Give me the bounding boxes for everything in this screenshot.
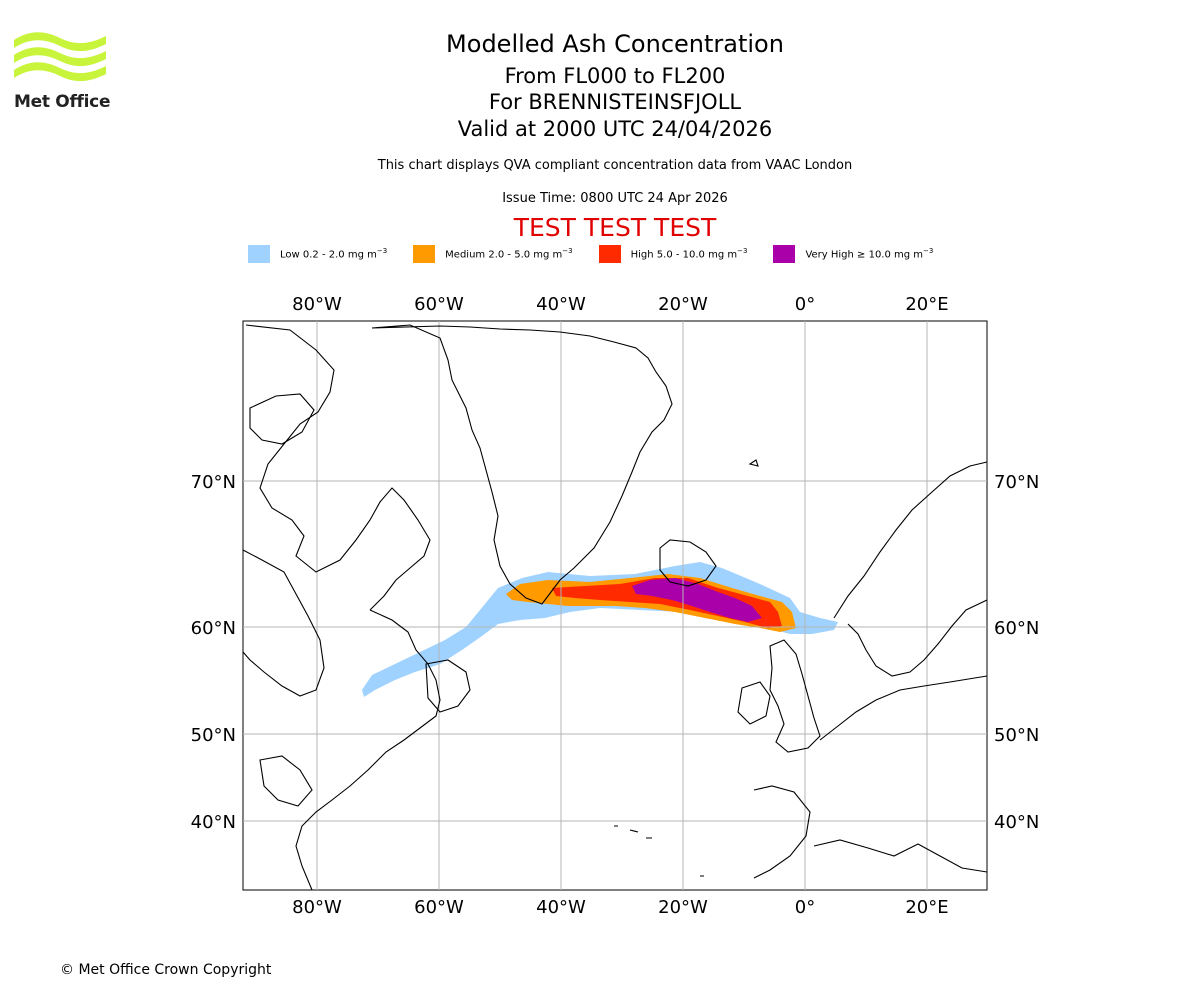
europe-coast	[753, 675, 988, 879]
logo-text: Met Office	[14, 92, 111, 112]
scandinavia-coast	[833, 461, 988, 677]
jan-mayen-coast	[748, 459, 759, 467]
coastlines	[242, 324, 988, 891]
compliance-note: This chart displays QVA compliant concen…	[377, 158, 853, 173]
issue-time: Issue Time: 0800 UTC 24 Apr 2026	[502, 191, 728, 206]
legend-item-low: Low 0.2 - 2.0 mg m−3	[248, 245, 387, 263]
legend-swatch-high	[598, 245, 621, 263]
legend-item-high: High 5.0 - 10.0 mg m−3	[598, 245, 748, 263]
lon-tick-bottom: 80°W	[292, 897, 342, 918]
valid-time: Valid at 2000 UTC 24/04/2026	[457, 117, 773, 141]
legend-label-medium: Medium 2.0 - 5.0 mg m−3	[445, 247, 573, 261]
legend-label-high: High 5.0 - 10.0 mg m−3	[630, 247, 748, 261]
ash-plume	[362, 562, 838, 697]
volcano-name: For BRENNISTEINSFJOLL	[488, 90, 742, 114]
lon-tick-top: 60°W	[414, 294, 464, 315]
azores-coast	[614, 825, 704, 877]
legend-item-very-high: Very High ≥ 10.0 mg m−3	[773, 245, 933, 263]
lat-tick-left: 50°N	[191, 725, 236, 746]
mediterranean-coast	[813, 839, 988, 873]
newfoundland-coast	[425, 659, 471, 713]
lon-tick-top: 20°W	[658, 294, 708, 315]
legend-label-low: Low 0.2 - 2.0 mg m−3	[280, 247, 388, 261]
lat-tick-right: 60°N	[994, 618, 1039, 639]
lon-tick-top: 0°	[795, 294, 815, 315]
chart-title: Modelled Ash Concentration	[446, 30, 784, 58]
legend-swatch-low	[248, 245, 270, 263]
uk-coast	[769, 639, 821, 753]
iceland-coast	[659, 539, 717, 587]
ireland-coast	[737, 681, 771, 725]
legend-item-medium: Medium 2.0 - 5.0 mg m−3	[413, 245, 573, 263]
legend-swatch-medium	[413, 245, 436, 263]
lat-tick-right: 40°N	[994, 812, 1039, 833]
lat-tick-right: 70°N	[994, 472, 1039, 493]
greenland-coast	[371, 324, 673, 605]
labrador-coast	[295, 609, 441, 891]
lon-ticks: 80°W 60°W 40°W 20°W 0° 20°E 80°W 60°W 40…	[292, 294, 948, 918]
lat-ticks: 70°N 60°N 50°N 40°N 70°N 60°N 50°N 40°N	[191, 472, 1040, 833]
copyright-notice: © Met Office Crown Copyright	[60, 962, 272, 978]
lon-tick-top: 20°E	[905, 294, 948, 315]
graticule	[243, 321, 987, 890]
flight-level-range: From FL000 to FL200	[504, 64, 726, 88]
lon-tick-top: 80°W	[292, 294, 342, 315]
lat-tick-left: 40°N	[191, 812, 236, 833]
legend: Low 0.2 - 2.0 mg m−3 Medium 2.0 - 5.0 mg…	[248, 243, 959, 265]
ash-very-high-region	[632, 578, 762, 622]
baffin-coast	[245, 324, 431, 611]
legend-swatch-very-high	[773, 245, 796, 263]
lon-tick-bottom: 0°	[795, 897, 815, 918]
lat-tick-right: 50°N	[994, 725, 1039, 746]
test-banner: TEST TEST TEST	[513, 213, 717, 242]
lon-tick-bottom: 60°W	[414, 897, 464, 918]
met-office-logo-icon	[14, 32, 106, 82]
baffin-island-coast	[249, 393, 315, 445]
great-lakes-coast	[259, 755, 313, 807]
lat-tick-left: 60°N	[191, 618, 236, 639]
legend-label-very-high: Very High ≥ 10.0 mg m−3	[805, 247, 934, 261]
lon-tick-bottom: 40°W	[536, 897, 586, 918]
lat-tick-left: 70°N	[191, 472, 236, 493]
lon-tick-bottom: 20°E	[905, 897, 948, 918]
lon-tick-bottom: 20°W	[658, 897, 708, 918]
hudson-bay-coast	[242, 549, 325, 697]
lon-tick-top: 40°W	[536, 294, 586, 315]
